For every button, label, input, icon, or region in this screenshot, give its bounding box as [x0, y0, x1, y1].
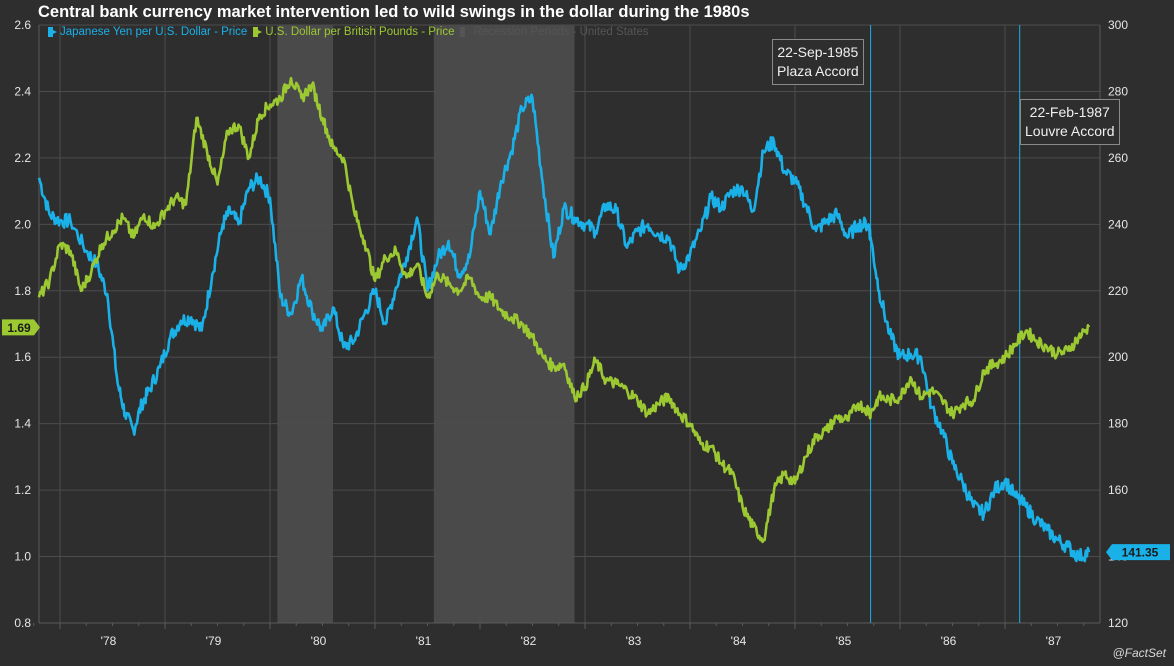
recession-band	[433, 25, 575, 623]
y-right-tick-label: 220	[1108, 284, 1128, 298]
last-value-yen: 141.35	[1122, 546, 1159, 560]
legend-label-yen: Japanese Yen per U.S. Dollar - Price	[60, 26, 248, 38]
annotation-louvre-label: Louvre Accord	[1025, 123, 1115, 139]
series-line-yen	[37, 93, 1091, 563]
legend-swatch-recession	[460, 27, 466, 37]
x-tick-label: '79	[206, 634, 222, 648]
y-left-tick-label: 1.4	[14, 417, 31, 431]
legend-label-pound: U.S. Dollar per British Pounds - Price	[265, 26, 455, 38]
legend-label-recession: Recession Periods - United States	[473, 26, 649, 38]
recession-bands	[277, 25, 575, 623]
tick-labels: 0.81.01.21.41.61.82.02.22.42.61201401601…	[14, 18, 1128, 648]
y-right-tick-label: 120	[1108, 616, 1128, 630]
y-right-tick-label: 300	[1108, 18, 1128, 32]
y-left-tick-label: 2.0	[14, 217, 31, 231]
last-value-pound: 1.69	[7, 321, 31, 335]
annotation-louvre-accord: 22-Feb-1987 Louvre Accord	[1020, 99, 1120, 145]
y-left-tick-label: 2.2	[14, 151, 31, 165]
y-left-tick-label: 2.6	[14, 18, 31, 32]
x-tick-label: '78	[101, 634, 117, 648]
x-tick-label: '83	[626, 634, 642, 648]
y-left-tick-label: 2.4	[14, 84, 31, 98]
x-tick-label: '87	[1046, 634, 1062, 648]
y-left-tick-label: 1.2	[14, 483, 31, 497]
last-value-badges: 141.35 1.69	[2, 319, 1170, 561]
y-right-tick-label: 240	[1108, 217, 1128, 231]
legend-swatch-yen	[48, 27, 57, 37]
y-right-tick-label: 160	[1108, 483, 1128, 497]
annotation-plaza-accord: 22-Sep-1985 Plaza Accord	[772, 39, 864, 85]
y-right-tick-label: 200	[1108, 350, 1128, 364]
x-tick-label: '82	[521, 634, 537, 648]
series-lines	[37, 76, 1091, 563]
legend-item-pound[interactable]: U.S. Dollar per British Pounds - Price	[253, 26, 454, 38]
legend: Japanese Yen per U.S. Dollar - Price U.S…	[48, 26, 655, 38]
x-tick-label: '86	[941, 634, 957, 648]
gridlines	[39, 24, 1100, 624]
annotation-plaza-label: Plaza Accord	[777, 63, 859, 79]
legend-item-recession[interactable]: Recession Periods - United States	[460, 26, 649, 38]
annotation-plaza-date: 22-Sep-1985	[777, 44, 859, 60]
accord-lines	[870, 25, 1021, 623]
y-left-tick-label: 1.6	[14, 350, 31, 364]
legend-item-yen[interactable]: Japanese Yen per U.S. Dollar - Price	[48, 26, 247, 38]
x-tick-label: '85	[836, 634, 852, 648]
y-left-tick-label: 1.8	[14, 284, 31, 298]
y-right-tick-label: 260	[1108, 151, 1128, 165]
source-credit: @FactSet	[1112, 646, 1166, 660]
x-tick-label: '81	[416, 634, 432, 648]
x-tick-label: '84	[731, 634, 747, 648]
y-left-tick-label: 1.0	[14, 550, 31, 564]
chart-title: Central bank currency market interventio…	[38, 3, 750, 21]
y-right-tick-label: 280	[1108, 84, 1128, 98]
y-right-tick-label: 180	[1108, 417, 1128, 431]
x-tick-label: '80	[311, 634, 327, 648]
annotation-louvre-date: 22-Feb-1987	[1029, 104, 1110, 120]
y-left-tick-label: 0.8	[14, 616, 31, 630]
legend-swatch-pound	[253, 27, 263, 37]
last-value-badge-yen	[1106, 544, 1170, 561]
last-value-badge-pound	[2, 319, 40, 336]
series-line-pound	[37, 76, 1091, 544]
